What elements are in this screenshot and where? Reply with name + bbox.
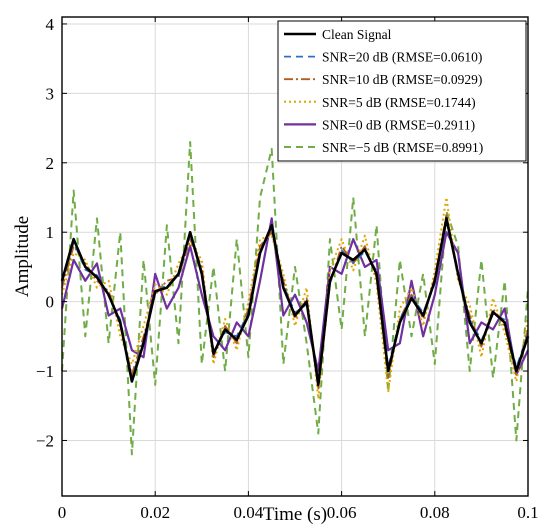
x-tick-label: 0.04 <box>234 503 264 522</box>
x-tick-label: 0.06 <box>327 503 357 522</box>
legend-label: SNR=10 dB (RMSE=0.0929) <box>322 72 482 87</box>
x-tick-label: 0.02 <box>140 503 170 522</box>
series-line <box>60 217 530 387</box>
y-tick-label: −2 <box>36 431 54 450</box>
y-tick-label: 3 <box>46 84 55 103</box>
legend-box <box>277 20 527 162</box>
legend-label: SNR=0 dB (RMSE=0.2911) <box>322 117 475 132</box>
x-tick-label: 0.1 <box>517 503 538 522</box>
axis-ticks: 0 0.02 0.04 0.06 0.08 0.1 −2 −1 0 1 2 3 4 <box>36 15 539 522</box>
x-axis-label: Time (s) <box>263 504 327 525</box>
y-tick-label: 2 <box>46 154 55 173</box>
series-line <box>61 140 529 456</box>
y-axis-label: Amplitude <box>12 216 33 297</box>
series-lines <box>60 140 530 456</box>
plot-frame <box>61 16 529 497</box>
series-line <box>61 196 529 400</box>
legend-label: SNR=−5 dB (RMSE=0.8991) <box>322 140 483 155</box>
y-tick-label: −1 <box>36 362 54 381</box>
legend-label: SNR=20 dB (RMSE=0.0610) <box>322 50 482 65</box>
x-tick-label: 0 <box>58 503 67 522</box>
series-line <box>60 217 529 376</box>
x-tick-label: 0.08 <box>420 503 450 522</box>
legend-label: SNR=5 dB (RMSE=0.1744) <box>322 95 476 110</box>
y-tick-label: 4 <box>46 15 55 34</box>
y-tick-label: 1 <box>46 223 55 242</box>
legend-label: Clean Signal <box>322 27 392 42</box>
y-tick-label: 0 <box>46 293 55 312</box>
legend: Clean Signal SNR=20 dB (RMSE=0.0610) SNR=1… <box>277 20 527 162</box>
